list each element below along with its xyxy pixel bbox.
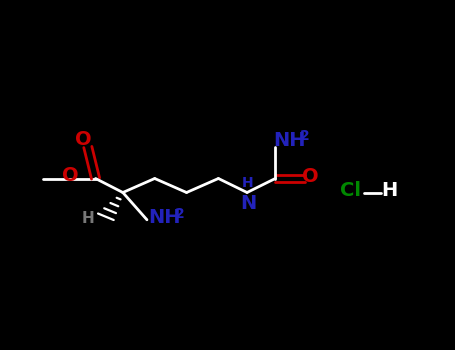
Text: 2: 2 bbox=[175, 206, 185, 220]
Text: Cl: Cl bbox=[340, 181, 361, 199]
Text: H: H bbox=[82, 211, 95, 225]
Text: NH: NH bbox=[273, 131, 305, 149]
Text: O: O bbox=[62, 166, 79, 185]
Text: NH: NH bbox=[148, 208, 180, 227]
Text: N: N bbox=[240, 194, 256, 213]
Text: O: O bbox=[75, 130, 91, 149]
Text: H: H bbox=[241, 176, 253, 190]
Text: H: H bbox=[381, 181, 397, 199]
Text: O: O bbox=[302, 167, 318, 186]
Text: 2: 2 bbox=[300, 129, 310, 143]
